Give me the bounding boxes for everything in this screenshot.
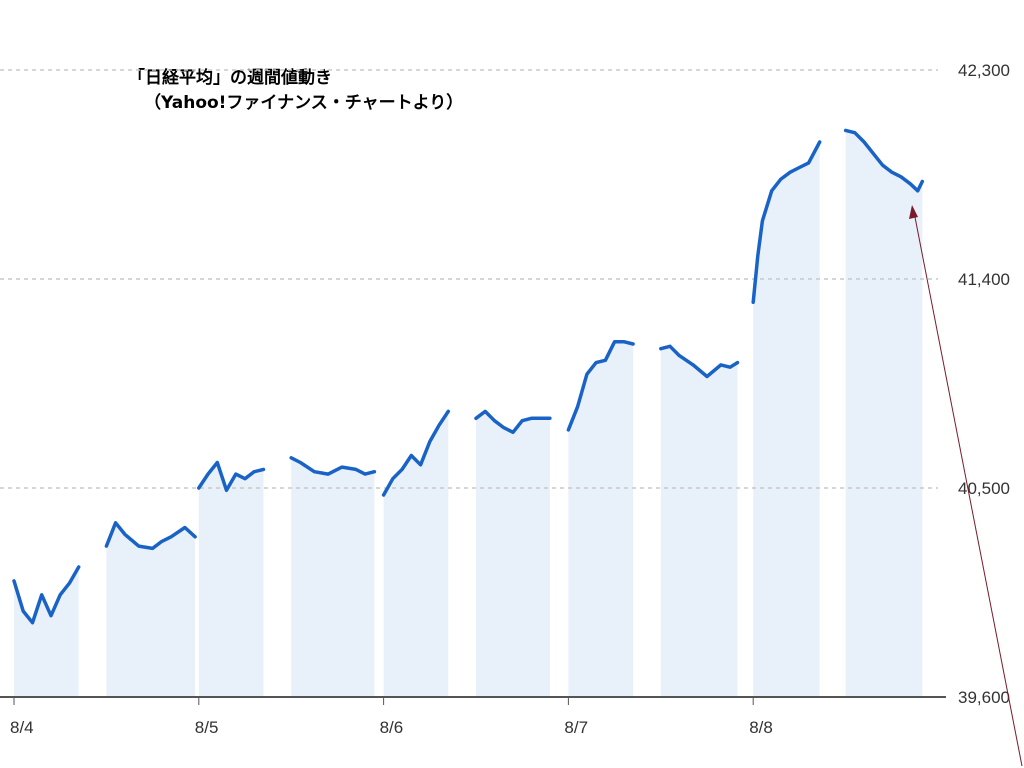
arrowhead-icon <box>909 205 918 219</box>
x-tick-label: 8/4 <box>10 718 34 737</box>
price-line-2 <box>104 521 197 551</box>
price-line-4 <box>289 456 377 476</box>
x-tick-label: 8/8 <box>749 718 773 737</box>
arrow-line <box>913 211 1023 767</box>
price-line-3 <box>197 460 266 493</box>
area-fill-4 <box>291 457 375 697</box>
area-fill-3 <box>198 462 264 697</box>
price-line-6 <box>474 409 552 435</box>
area-fills <box>14 130 923 697</box>
area-fill-9 <box>753 142 820 697</box>
y-tick-label: 39,600 <box>958 688 1010 707</box>
area-fill-2 <box>106 522 196 697</box>
price-line-1 <box>12 565 81 625</box>
x-tick-label: 8/7 <box>564 718 588 737</box>
price-line-9 <box>751 140 822 304</box>
y-axis-ticks: 42,300 41,400 40,500 39,600 <box>958 61 1010 707</box>
area-fill-5 <box>383 411 449 697</box>
chart-subtitle: （Yahoo!ファイナンス・チャートより） <box>144 93 464 113</box>
y-tick-label: 40,500 <box>958 479 1010 498</box>
price-line-10 <box>843 128 925 193</box>
annotation-arrow <box>909 205 1023 767</box>
area-fill-1 <box>14 567 79 697</box>
y-tick-label: 42,300 <box>958 61 1010 80</box>
chart-title: 「日経平均」の週間値動き （Yahoo!ファイナンス・チャートより） <box>128 66 463 116</box>
price-line-5 <box>381 409 451 497</box>
area-fill-7 <box>568 341 634 697</box>
area-fill-10 <box>845 130 923 697</box>
x-axis-ticks: 8/4 8/5 8/6 8/7 8/8 <box>10 697 773 737</box>
area-fill-8 <box>660 346 738 697</box>
x-tick-label: 8/5 <box>195 718 219 737</box>
y-tick-label: 41,400 <box>958 270 1010 289</box>
price-line-7 <box>566 339 635 432</box>
chart-title-main: 「日経平均」の週間値動き <box>128 68 332 88</box>
x-tick-label: 8/6 <box>380 718 404 737</box>
area-fill-6 <box>476 411 550 697</box>
price-line-8 <box>659 344 740 379</box>
price-lines <box>12 128 925 625</box>
